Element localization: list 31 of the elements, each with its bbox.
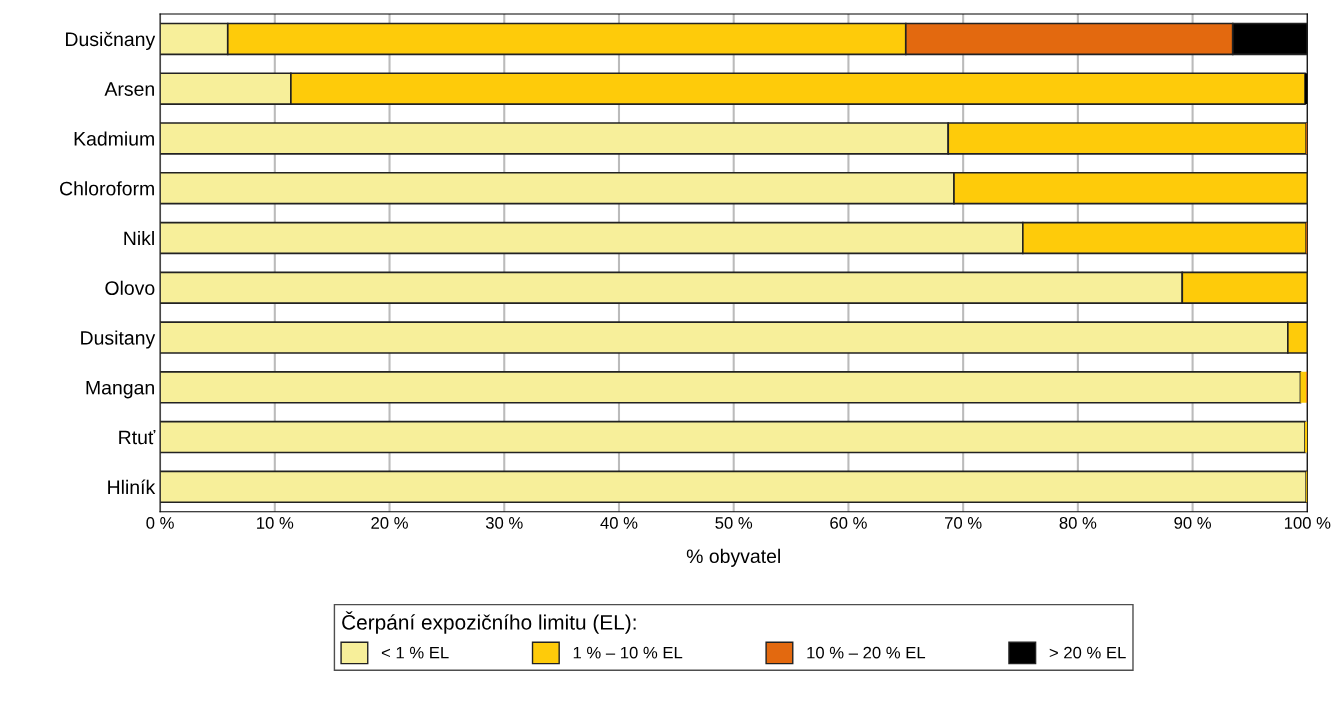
x-tick-label: 10 % [257, 517, 294, 529]
y-tick-label: Hliník [108, 479, 156, 494]
y-tick-label: Rtuť [119, 429, 156, 445]
legend-label: 10 % – 20 % EL [807, 646, 926, 659]
x-tick-label: 40 % [600, 517, 638, 529]
x-axis-title: % obyvatel [686, 548, 780, 567]
legend-title: Čerpání expozičního limitu (EL): [342, 611, 636, 634]
legend-label: < 1 % EL [381, 646, 449, 659]
y-tick-label: Chloroform [60, 181, 154, 196]
x-tick-label: 60 % [830, 517, 867, 529]
y-tick-label: Mangan [86, 380, 154, 399]
x-tick-label: 70 % [945, 517, 982, 529]
bar [1300, 371, 1307, 403]
y-tick-label: Dusičnany [66, 31, 156, 51]
x-tick-label: 100 % [1284, 517, 1331, 529]
y-tick-label: Nikl [124, 230, 154, 246]
bar [160, 420, 1306, 454]
x-tick-label: 80 % [1059, 517, 1097, 529]
x-tick-label: 90 % [1174, 517, 1211, 529]
x-tick-label: 20 % [371, 517, 408, 529]
y-tick-label: Dusitany [81, 330, 156, 349]
bar [160, 371, 1302, 404]
x-tick-label: 50 % [715, 517, 753, 529]
legend-label: > 20 % EL [1049, 646, 1126, 659]
y-tick-label: Olovo [105, 280, 155, 295]
x-tick-label: 30 % [485, 517, 523, 529]
x-tick-label: 0 % [146, 517, 174, 529]
legend-label: 1 % – 10 % EL [573, 646, 683, 659]
y-tick-label: Arsen [104, 82, 154, 96]
y-tick-label: Kadmium [74, 131, 154, 146]
bar [160, 470, 1308, 504]
